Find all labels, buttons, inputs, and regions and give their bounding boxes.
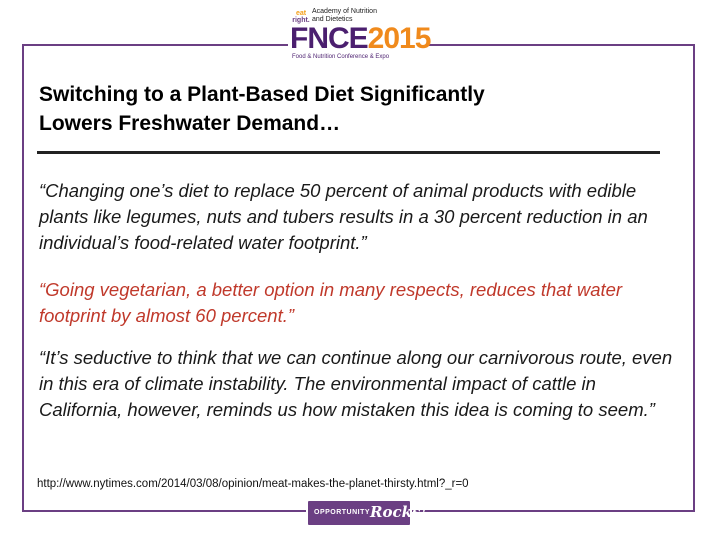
academy-name: Academy of Nutrition and Dietetics <box>312 8 382 24</box>
title-divider <box>37 151 660 154</box>
fnce-wordmark: FNCE2015 <box>290 22 432 55</box>
quote-3: “It’s seductive to think that we can con… <box>39 347 673 420</box>
title-line2: Lowers Freshwater Demand… <box>39 112 341 135</box>
eat-right-logo: eat right. <box>292 10 310 24</box>
source-url: http://www.nytimes.com/2014/03/08/opinio… <box>37 478 469 490</box>
academy-line2: and Dietetics <box>312 16 353 23</box>
fnce-subtitle: Food & Nutrition Conference & Expo <box>292 54 390 60</box>
slide-title: Switching to a Plant-Based Diet Signific… <box>39 80 659 138</box>
title-line1: Switching to a Plant-Based Diet Signific… <box>39 83 485 106</box>
quote-2-highlight: “Going vegetarian, a better option in ma… <box>39 279 623 326</box>
opportunity-rocks-logo: OPPORTUNITY Rocks! <box>306 499 427 527</box>
logo-eat-text: eat <box>295 10 307 17</box>
opportunity-text: OPPORTUNITY <box>314 509 371 516</box>
fnce-text: FNCE <box>290 22 369 55</box>
fnce-logo: eat right. Academy of Nutrition and Diet… <box>288 6 432 62</box>
fnce-year: 2015 <box>367 22 432 55</box>
slide-frame <box>22 44 695 512</box>
academy-line1: Academy of Nutrition <box>312 8 377 15</box>
rocks-text: Rocks! <box>370 503 428 521</box>
logo-right-text: right. <box>292 17 310 24</box>
quote-1: “Changing one’s diet to replace 50 perce… <box>39 180 648 253</box>
